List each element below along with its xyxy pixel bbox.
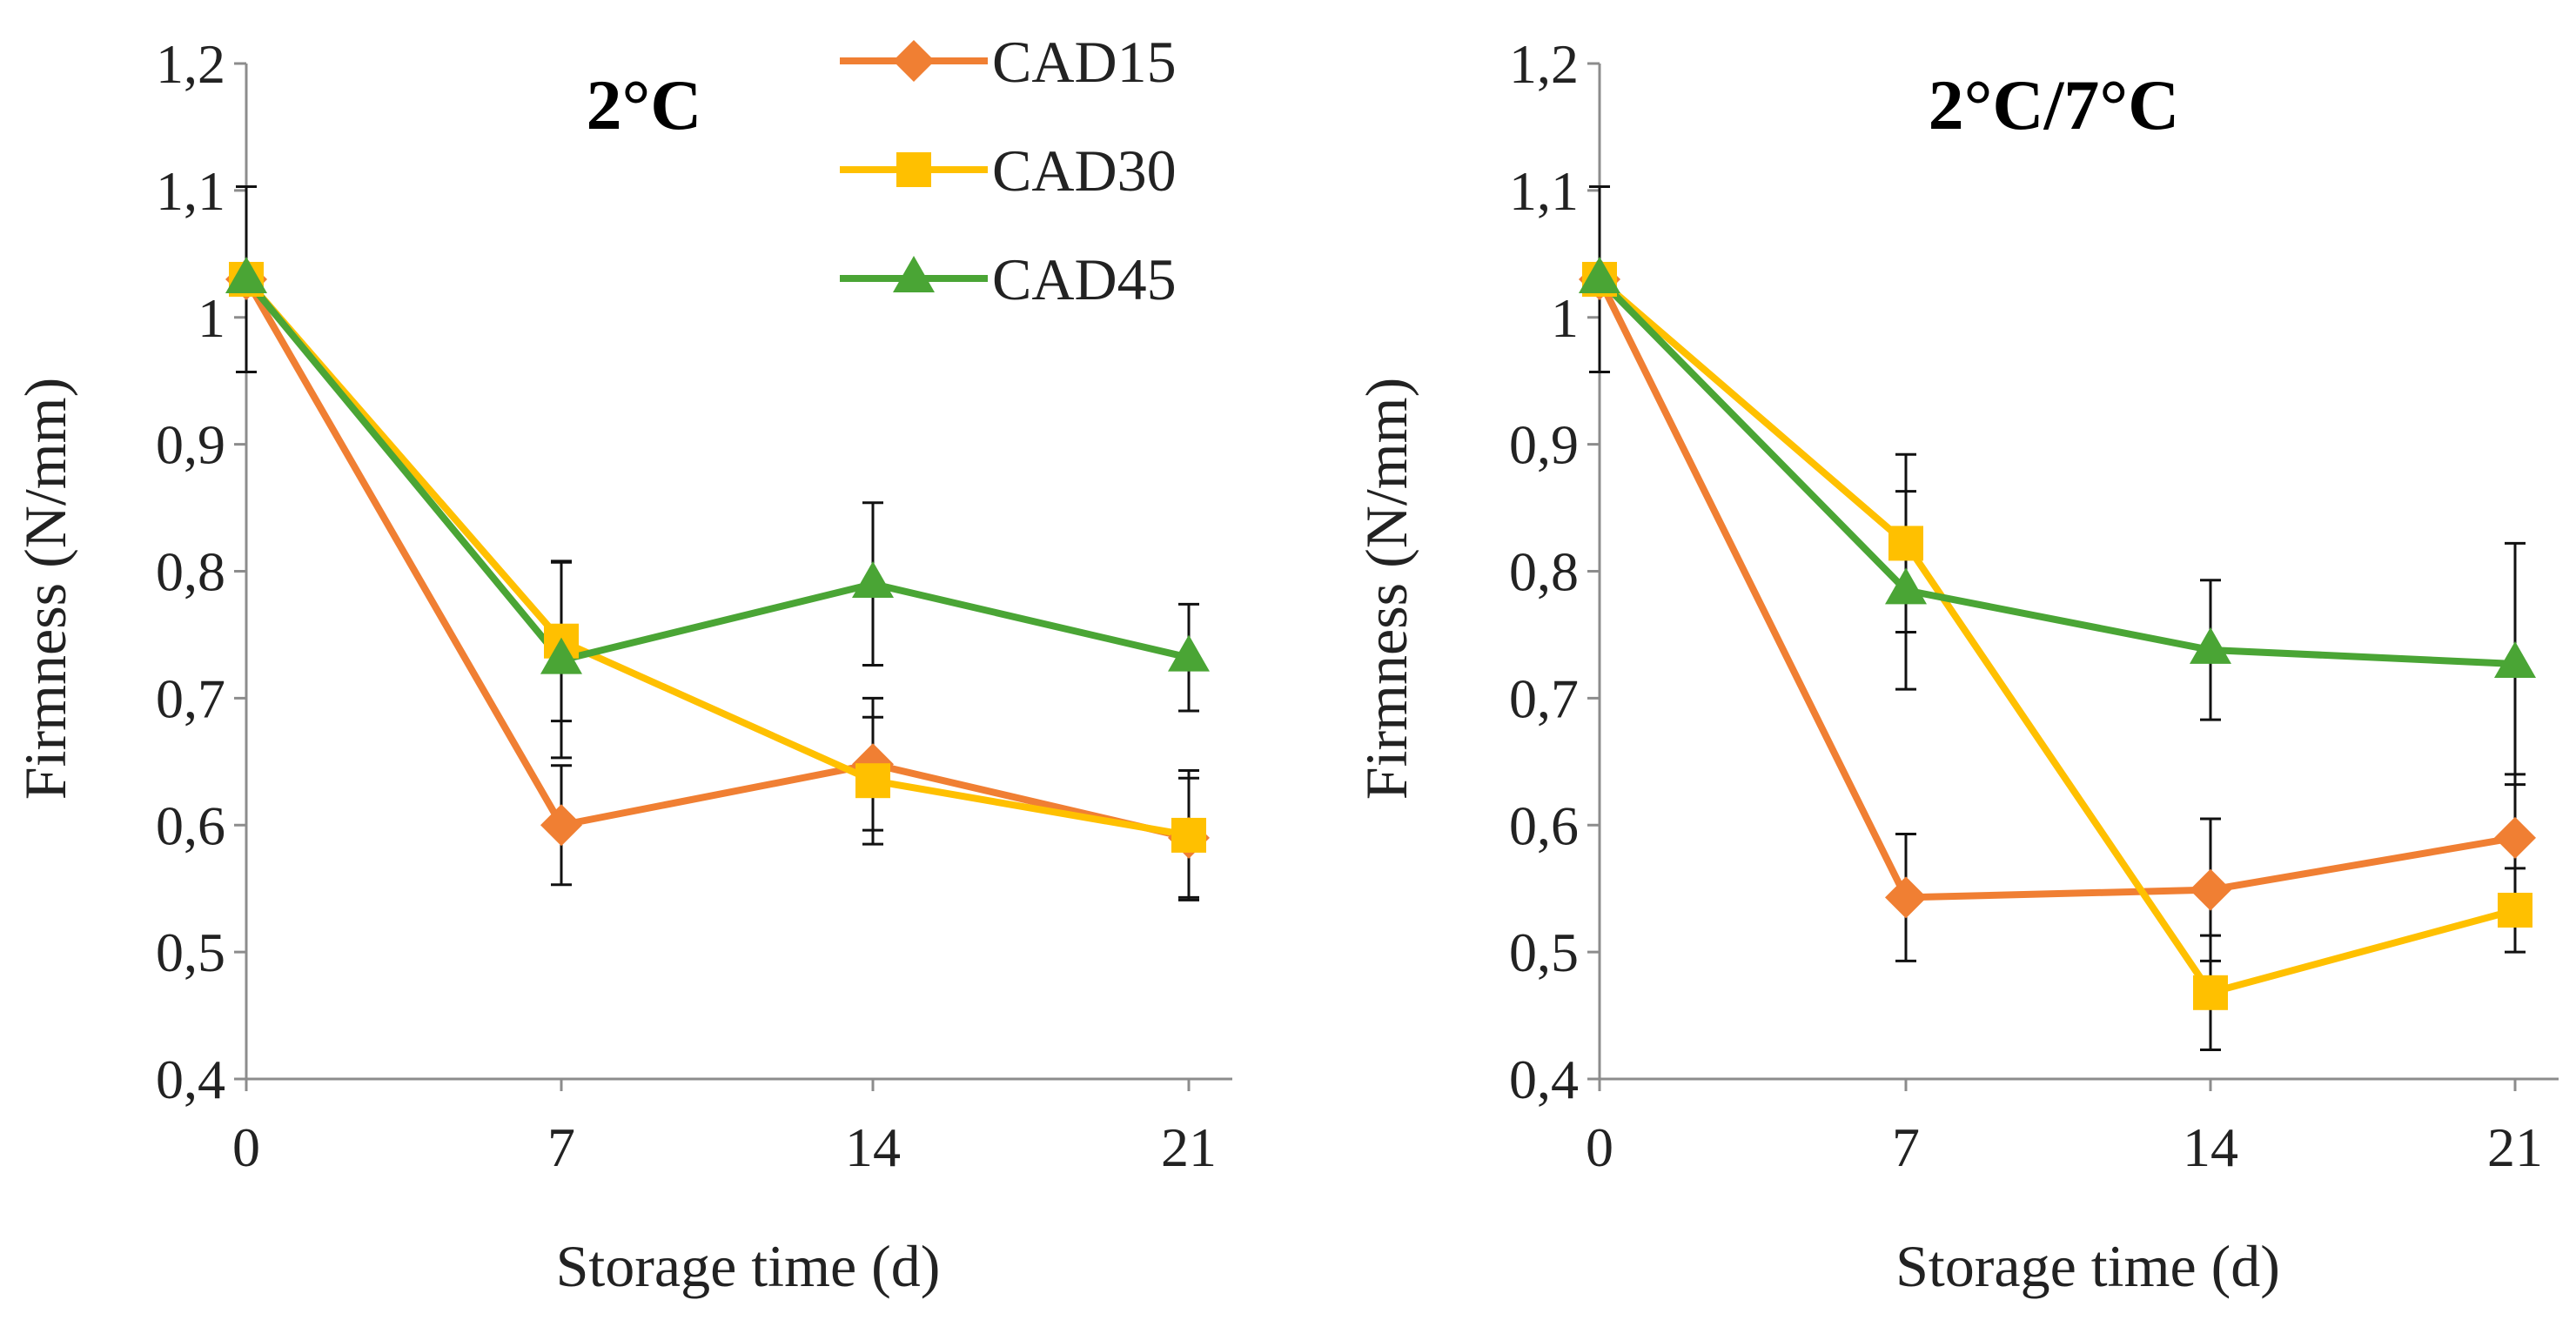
legend-label-cad45: CAD45 bbox=[992, 246, 1177, 312]
y-tick-label: 0,5 bbox=[1509, 921, 1579, 983]
chart-panel-2c: 0,4 0,5 0,6 0,7 0,8 0,9 1 1,1 1,2 0 7 14 21 Storage t… bbox=[12, 33, 1232, 1299]
chart-title: 2°C/7°C bbox=[1929, 65, 2180, 144]
data-point-cad30 bbox=[855, 763, 890, 799]
data-point-cad15 bbox=[2190, 868, 2231, 911]
data-point-cad30 bbox=[1888, 526, 1923, 561]
data-point-cad45 bbox=[225, 256, 267, 293]
y-tick-label: 0,9 bbox=[156, 414, 225, 476]
x-tick-label: 0 bbox=[1586, 1116, 1613, 1178]
data-point-cad45 bbox=[2190, 626, 2231, 664]
data-point-cad45 bbox=[540, 637, 582, 674]
data-point-cad15 bbox=[2494, 816, 2536, 859]
legend-label-cad30: CAD30 bbox=[992, 137, 1177, 204]
y-tick-label: 1,1 bbox=[156, 160, 225, 222]
x-tick-label: 14 bbox=[845, 1116, 901, 1178]
x-tick-label: 0 bbox=[232, 1116, 260, 1178]
series-line-cad15 bbox=[1596, 278, 2516, 901]
y-tick-label: 0,4 bbox=[1509, 1049, 1579, 1110]
x-axis-label: Storage time (d) bbox=[556, 1233, 941, 1299]
data-point-cad45 bbox=[1168, 634, 1210, 672]
legend-marker-cad30 bbox=[896, 152, 931, 187]
y-tick-label: 0,7 bbox=[156, 667, 225, 729]
legend-label-cad15: CAD15 bbox=[992, 29, 1177, 95]
y-tick-label: 1,2 bbox=[1509, 33, 1579, 95]
y-tick-label: 0,6 bbox=[1509, 794, 1579, 856]
y-tick-label: 0,8 bbox=[1509, 541, 1579, 603]
y-tick-label: 1 bbox=[1551, 287, 1579, 349]
series-line-cad15 bbox=[243, 277, 1190, 841]
y-axis-label: Firmness (N/mm) bbox=[12, 378, 78, 800]
data-point-cad45 bbox=[852, 561, 894, 599]
y-tick-label: 0,4 bbox=[156, 1049, 225, 1110]
series-line-cad45 bbox=[1597, 277, 2516, 667]
series-line-cad30 bbox=[243, 277, 1190, 839]
y-tick-label: 1,1 bbox=[1509, 160, 1579, 222]
x-tick-label: 14 bbox=[2183, 1116, 2238, 1178]
x-axis-label: Storage time (d) bbox=[1895, 1233, 2280, 1299]
series-line-cad30 bbox=[1597, 276, 2517, 996]
data-point-cad15 bbox=[540, 804, 582, 847]
chart-title: 2°C bbox=[586, 65, 701, 144]
y-axis-label: Firmness (N/mm) bbox=[1353, 378, 1419, 800]
data-point-cad30 bbox=[1171, 817, 1206, 853]
y-tick-label: 1 bbox=[198, 287, 225, 349]
data-point-cad45 bbox=[2494, 640, 2536, 678]
x-tick-label: 7 bbox=[1892, 1116, 1920, 1178]
y-tick-label: 0,5 bbox=[156, 921, 225, 983]
data-point-cad45 bbox=[1579, 256, 1620, 293]
y-tick-label: 1,2 bbox=[156, 33, 225, 95]
y-tick-label: 0,7 bbox=[1509, 667, 1579, 729]
legend-marker-cad15 bbox=[893, 40, 935, 82]
x-tick-label: 21 bbox=[2487, 1116, 2543, 1178]
data-point-cad30 bbox=[2193, 975, 2228, 1010]
data-point-cad15 bbox=[1885, 876, 1927, 919]
y-tick-label: 0,9 bbox=[1509, 414, 1579, 476]
chart-legend: CAD15 CAD30 CAD45 bbox=[840, 29, 1177, 312]
x-tick-label: 7 bbox=[547, 1116, 575, 1178]
legend-marker-cad45 bbox=[893, 255, 935, 292]
series-line-cad45 bbox=[243, 277, 1190, 664]
y-tick-label: 0,8 bbox=[156, 541, 225, 603]
data-point-cad30 bbox=[2498, 892, 2532, 928]
y-tick-label: 0,6 bbox=[156, 794, 225, 856]
data-point-cad45 bbox=[1885, 567, 1927, 605]
chart-panel-2c-7c: 0,4 0,5 0,6 0,7 0,8 0,9 1 1,1 1,2 0 7 14 21 Storage t… bbox=[1353, 33, 2559, 1299]
x-tick-label: 21 bbox=[1161, 1116, 1217, 1178]
